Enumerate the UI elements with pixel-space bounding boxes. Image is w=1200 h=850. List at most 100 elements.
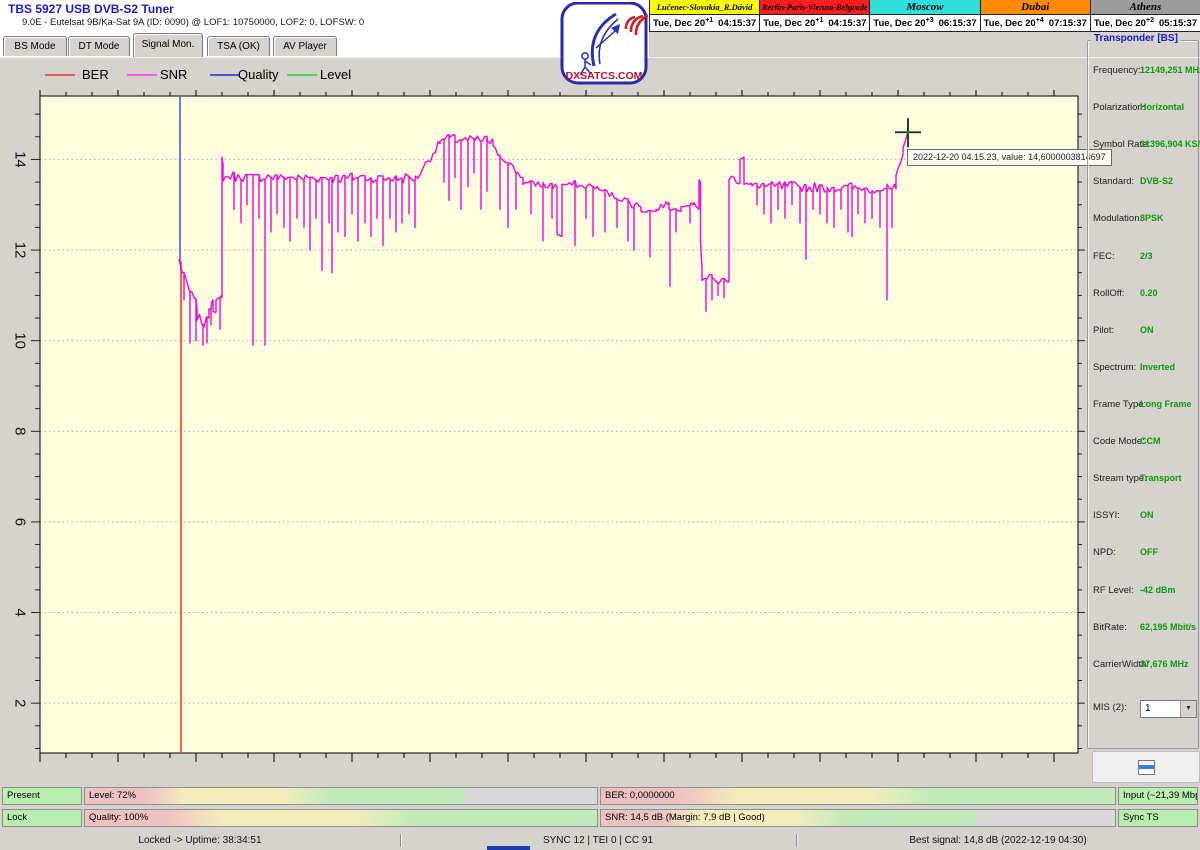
row-label: Pilot: — [1093, 325, 1115, 336]
clock-time-row: Tue, Dec 20 +1 04:15:37 — [650, 14, 760, 31]
transponder-row-fec-: FEC: 2/3 — [1093, 251, 1197, 264]
transponder-row-modulation-: Modulation: 8PSK — [1093, 213, 1197, 226]
row-label: Standard: — [1093, 176, 1135, 187]
meter-fill — [601, 788, 1115, 804]
row-value: 12149,251 MHz — [1140, 65, 1200, 75]
status-separator — [796, 834, 797, 847]
meter-ber: BER: 0,0000000 — [600, 787, 1116, 805]
clock-berlin-paris-vienna-belgrade: Berlin-Paris-Vienna-Belgrade Tue, Dec 20 +… — [759, 0, 870, 31]
clock-athens: Athens Tue, Dec 20 +2 05:15:37 — [1089, 0, 1200, 31]
clock-utc-offset: +1 — [705, 16, 714, 24]
row-label: Spectrum: — [1093, 362, 1137, 373]
transponder-row-rf-level-: RF Level: -42 dBm — [1093, 585, 1197, 598]
plot-background — [40, 96, 1078, 753]
clock-date: Tue, Dec 20 — [763, 17, 816, 29]
clock-city-label: Lučenec-Slovakia_R.Dávid — [650, 0, 760, 14]
y-axis-label: 4 — [12, 608, 29, 616]
clock-time-value: 07:15:37 — [1048, 17, 1087, 29]
legend-label-ber: BER — [82, 67, 109, 82]
meter-fill — [1119, 788, 1197, 804]
row-value: 8PSK — [1140, 213, 1164, 223]
tab-tsa-ok-[interactable]: TSA (OK) — [207, 36, 270, 56]
clock-time-row: Tue, Dec 20 +4 07:15:37 — [980, 14, 1090, 31]
clock-city-label: Dubai — [980, 0, 1090, 14]
transponder-row-pilot-: Pilot: ON — [1093, 325, 1197, 338]
transponder-row-issyi-: ISSYI: ON — [1093, 510, 1197, 523]
app-title: TBS 5927 USB DVB-S2 Tuner — [8, 2, 174, 16]
plot-frame — [39, 95, 1079, 754]
signal-chart[interactable]: 2 4 6 8 10 12 14 — [0, 90, 1085, 785]
tab-strip: BS Mode DT Mode Signal Mon. TSA (OK) AV Play… — [0, 31, 649, 57]
clock-date: Tue, Dec 20 — [1093, 17, 1146, 29]
y-axis-label: 2 — [12, 699, 29, 707]
taskbar-peek — [487, 846, 530, 850]
mis-dropdown[interactable]: 1 ▼ — [1140, 700, 1197, 718]
window-header: TBS 5927 USB DVB-S2 Tuner 9.0E - Eutelsa… — [0, 0, 649, 32]
meter-level: Level: 72% — [84, 787, 598, 805]
row-label: Code Mode: — [1093, 436, 1145, 447]
tab-dt-mode[interactable]: DT Mode — [68, 36, 130, 56]
row-value: ON — [1140, 325, 1154, 335]
row-value: DVB-S2 — [1140, 176, 1174, 186]
clock-time-value: 04:15:37 — [718, 17, 757, 29]
status-best-signal: Best signal: 14,8 dB (2022-12-19 04:30) — [909, 835, 1087, 846]
status-sync-counters: SYNC 12 | TEI 0 | CC 91 — [542, 835, 654, 846]
snr-trace — [178, 131, 909, 346]
row-value: ON — [1140, 510, 1154, 520]
tab-bs-mode[interactable]: BS Mode — [3, 36, 67, 56]
signal-waves-icon — [624, 15, 636, 30]
clock-city-label: Moscow — [870, 0, 980, 14]
status-uptime: Locked -> Uptime: 38:34:51 — [138, 835, 262, 846]
row-value: -42 dBm — [1140, 585, 1176, 595]
row-label: RollOff: — [1093, 288, 1125, 299]
y-axis-label: 12 — [12, 242, 29, 259]
clock-date: Tue, Dec 20 — [873, 17, 926, 29]
clock-moscow: Moscow Tue, Dec 20 +3 06:15:37 — [869, 0, 980, 31]
row-value: Long Frame — [1140, 399, 1192, 409]
meter-label: Input (~21,39 Mbps) — [1123, 790, 1197, 801]
satellite-dish-icon — [590, 12, 617, 67]
row-label: Polarization: — [1093, 102, 1146, 113]
clock-utc-offset: +2 — [1146, 16, 1154, 24]
meter-snr: SNR: 14,5 dB (Margin: 7,9 dB | Good) — [600, 809, 1116, 827]
meter-fill — [85, 788, 464, 804]
row-label: Stream type: — [1093, 473, 1147, 484]
status-separator — [400, 834, 401, 847]
world-clocks: Lučenec-Slovakia_R.Dávid Tue, Dec 20 +1 04:… — [649, 0, 1200, 32]
mis-dropdown-value: 1 — [1145, 703, 1151, 714]
clock-time-value: 04:15:37 — [828, 17, 867, 29]
row-label: BitRate: — [1093, 622, 1127, 633]
tab-av-player[interactable]: AV Player — [273, 36, 337, 56]
transponder-row-npd-: NPD: OFF — [1093, 547, 1197, 560]
row-label: Frame Type: — [1093, 399, 1147, 410]
meter-present: Present — [2, 787, 82, 805]
meter-label: Quality: 100% — [89, 812, 149, 823]
transponder-row-polarization-: Polarization: Horizontal — [1093, 102, 1197, 115]
transponder-row-code-mode-: Code Mode: CCM — [1093, 436, 1197, 449]
clock-city-label: Athens — [1090, 0, 1200, 14]
chevron-down-icon[interactable]: ▼ — [1180, 701, 1196, 717]
row-value: 62,195 Mbit/s — [1140, 622, 1197, 632]
clock-time-row: Tue, Dec 20 +2 05:15:37 — [1090, 14, 1200, 31]
meter-label: Lock — [7, 812, 28, 823]
clock-date: Tue, Dec 20 — [653, 17, 706, 29]
clock-time-value: 06:15:37 — [938, 17, 977, 29]
row-value: 31396,904 KS/s — [1140, 139, 1200, 149]
meter-lock: Lock — [2, 809, 82, 827]
meter-label: BER: 0,0000000 — [605, 790, 675, 801]
transponder-row-standard-: Standard: DVB-S2 — [1093, 176, 1197, 189]
meter-fill — [85, 810, 597, 826]
show-table-button[interactable] — [1092, 751, 1200, 783]
meter-fill — [3, 788, 81, 804]
row-value: 37,676 MHz — [1140, 659, 1189, 669]
meter-fill — [3, 810, 81, 826]
tab-signal-mon-[interactable]: Signal Mon. — [133, 33, 203, 57]
meter-input: Input (~21,39 Mbps) — [1118, 787, 1198, 805]
row-label: Frequency: — [1093, 65, 1141, 76]
transponder-row-spectrum-: Spectrum: Inverted — [1093, 362, 1197, 375]
row-label: RF Level: — [1093, 585, 1134, 596]
list-window-icon — [1137, 760, 1155, 775]
legend-line-ber — [45, 74, 75, 76]
clock-time-row: Tue, Dec 20 +1 04:15:37 — [760, 14, 870, 31]
